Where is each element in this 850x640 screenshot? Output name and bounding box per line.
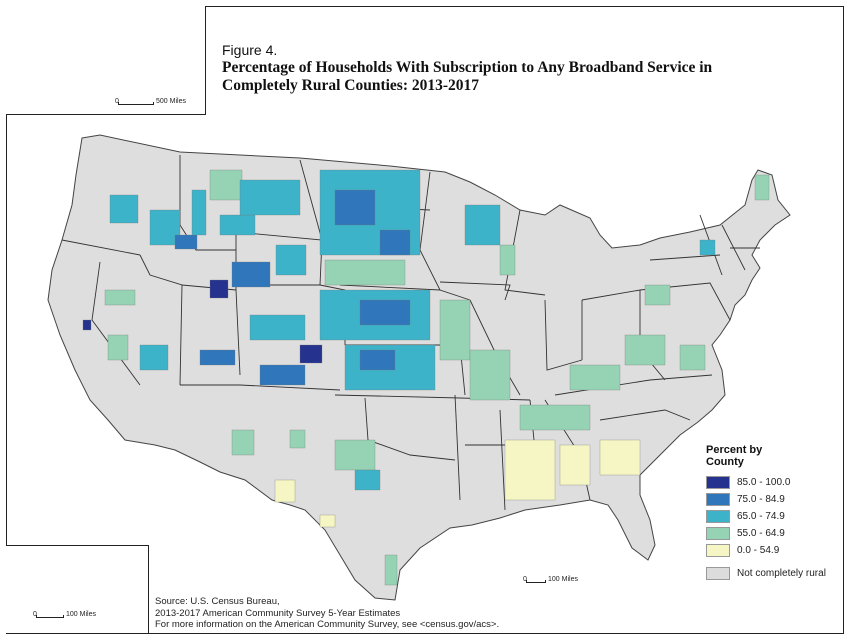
legend-item: 75.0 - 84.9: [706, 491, 841, 508]
legend-item: 55.0 - 64.9: [706, 525, 841, 542]
main-scale-label: 100 Miles: [548, 576, 578, 583]
legend-swatch: [706, 544, 730, 557]
hawaii-inset: [6, 545, 149, 633]
legend: Percent by County 85.0 - 100.0 75.0 - 84.…: [706, 444, 841, 580]
source-line-3: For more information on the American Com…: [155, 619, 500, 630]
alaska-scale-label: 500 Miles: [156, 98, 186, 105]
legend-swatch-not-rural: [706, 567, 730, 580]
legend-swatch: [706, 476, 730, 489]
legend-label: 75.0 - 84.9: [737, 494, 785, 505]
figure-title: Percentage of Households With Subscripti…: [222, 59, 713, 94]
hawaii-scale-zero: 0: [33, 611, 37, 618]
hawaii-scale-label: 100 Miles: [66, 611, 96, 618]
legend-swatch: [706, 510, 730, 523]
source-line-2: 2013-2017 American Community Survey 5-Ye…: [155, 607, 401, 619]
legend-swatch: [706, 527, 730, 540]
alaska-scale: 0 500 Miles: [115, 98, 186, 105]
legend-swatch: [706, 493, 730, 506]
legend-label: 0.0 - 54.9: [737, 545, 780, 556]
main-scale: 0 100 Miles: [523, 576, 578, 583]
alaska-inset: [6, 6, 206, 115]
legend-item: 85.0 - 100.0: [706, 474, 841, 491]
rural-county-fills: [82, 169, 770, 586]
legend-label: 85.0 - 100.0: [737, 477, 791, 488]
source-note: Source: U.S. Census Bureau, 2013-2017 Am…: [155, 596, 499, 631]
legend-item-not-rural: Not completely rural: [706, 567, 841, 580]
legend-label: 55.0 - 64.9: [737, 528, 785, 539]
legend-label-not-rural: Not completely rural: [737, 568, 826, 579]
main-scale-zero: 0: [523, 576, 527, 583]
alaska-scale-zero: 0: [115, 98, 119, 105]
hawaii-scale: 0 100 Miles: [33, 611, 96, 618]
legend-item: 65.0 - 74.9: [706, 508, 841, 525]
figure-label: Figure 4.: [222, 42, 278, 58]
legend-list: 85.0 - 100.0 75.0 - 84.9 65.0 - 74.9 55.0 -…: [706, 474, 841, 559]
source-line-1: Source: U.S. Census Bureau,: [155, 596, 280, 607]
legend-item: 0.0 - 54.9: [706, 542, 841, 559]
legend-label: 65.0 - 74.9: [737, 511, 785, 522]
legend-title: Percent by County: [706, 444, 763, 468]
